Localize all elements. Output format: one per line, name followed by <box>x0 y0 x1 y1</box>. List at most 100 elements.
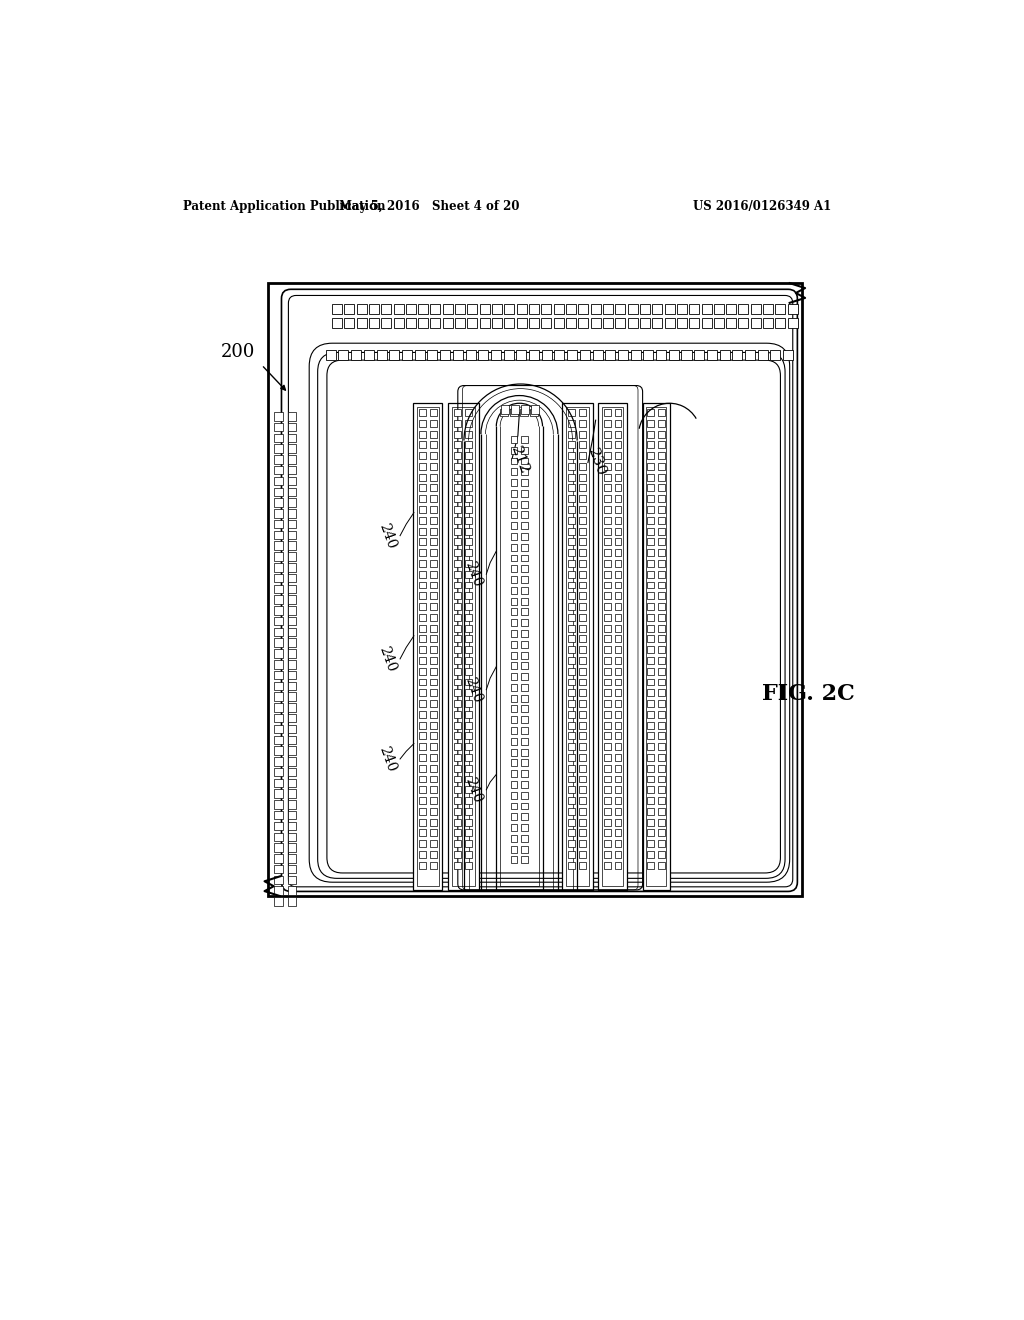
Bar <box>430 657 436 664</box>
Bar <box>406 304 416 314</box>
Bar <box>430 506 436 513</box>
Bar <box>419 539 426 545</box>
Bar <box>647 517 654 524</box>
Bar <box>419 635 426 643</box>
Bar <box>568 754 575 760</box>
Bar <box>714 304 724 314</box>
Bar <box>568 582 575 589</box>
Bar <box>568 528 575 535</box>
Bar <box>274 499 283 507</box>
Bar <box>521 834 528 842</box>
Bar <box>568 647 575 653</box>
Bar <box>511 717 517 723</box>
Bar <box>288 541 297 550</box>
Bar <box>393 304 403 314</box>
Bar <box>647 409 654 416</box>
Bar <box>465 506 472 513</box>
Bar <box>604 808 610 814</box>
Bar <box>455 722 461 729</box>
Bar <box>465 841 472 847</box>
Bar <box>521 803 528 809</box>
Bar <box>419 657 426 664</box>
Bar <box>455 668 461 675</box>
Bar <box>465 430 472 437</box>
Bar <box>430 603 436 610</box>
Bar <box>714 318 724 329</box>
Bar <box>554 318 563 329</box>
Bar <box>455 787 461 793</box>
Bar <box>580 539 586 545</box>
Bar <box>647 776 654 783</box>
Bar <box>288 800 297 809</box>
Bar <box>647 808 654 814</box>
Bar <box>614 743 622 750</box>
Bar <box>542 304 551 314</box>
Bar <box>511 609 517 615</box>
Bar <box>580 603 586 610</box>
Bar <box>568 689 575 696</box>
Bar <box>689 318 699 329</box>
Bar <box>568 560 575 566</box>
Bar <box>455 818 461 825</box>
Bar <box>521 469 528 475</box>
Bar <box>344 318 354 329</box>
Bar <box>511 792 517 799</box>
Bar <box>419 829 426 837</box>
Bar <box>274 595 283 603</box>
Text: 240: 240 <box>377 744 398 774</box>
Bar <box>288 520 297 528</box>
Bar <box>465 528 472 535</box>
Bar <box>580 733 586 739</box>
Bar <box>521 673 528 680</box>
Bar <box>604 614 610 620</box>
Bar <box>542 350 552 360</box>
Bar <box>787 304 798 314</box>
Bar <box>511 469 517 475</box>
Bar <box>274 552 283 561</box>
Bar <box>430 711 436 718</box>
Bar <box>419 678 426 685</box>
Bar <box>511 446 517 454</box>
Bar <box>288 768 297 776</box>
Bar <box>511 781 517 788</box>
Bar <box>647 539 654 545</box>
Bar <box>647 689 654 696</box>
Bar <box>419 517 426 524</box>
Bar <box>658 549 665 556</box>
Bar <box>465 517 472 524</box>
Bar <box>274 628 283 636</box>
Bar <box>604 657 610 664</box>
Bar <box>430 678 436 685</box>
Bar <box>465 797 472 804</box>
Bar <box>288 671 297 680</box>
Bar <box>665 318 675 329</box>
Bar <box>430 635 436 643</box>
Bar <box>442 304 453 314</box>
Bar <box>647 474 654 480</box>
Bar <box>455 657 461 664</box>
Bar <box>604 797 610 804</box>
Bar <box>511 663 517 669</box>
Bar <box>419 711 426 718</box>
Bar <box>455 808 461 814</box>
Bar <box>568 517 575 524</box>
Bar <box>419 862 426 869</box>
Bar <box>701 304 712 314</box>
Bar <box>430 409 436 416</box>
Bar <box>658 678 665 685</box>
Bar <box>542 318 551 329</box>
Bar <box>455 754 461 760</box>
Bar <box>647 495 654 502</box>
Bar <box>465 624 472 631</box>
Bar <box>419 474 426 480</box>
Bar <box>658 430 665 437</box>
Bar <box>604 495 610 502</box>
Bar <box>631 350 641 360</box>
Bar <box>288 843 297 851</box>
Bar <box>614 797 622 804</box>
Bar <box>419 430 426 437</box>
Bar <box>647 441 654 449</box>
Bar <box>430 668 436 675</box>
Bar <box>580 430 586 437</box>
Bar <box>511 533 517 540</box>
